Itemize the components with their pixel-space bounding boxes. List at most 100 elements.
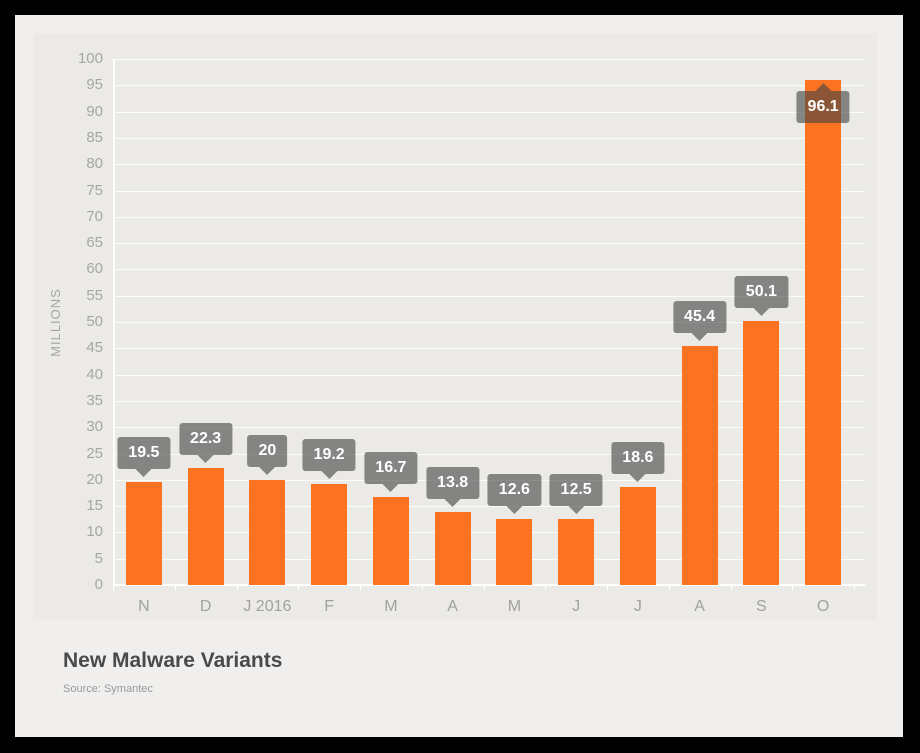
- data-label-A: 45.4: [673, 301, 727, 342]
- x-axis-tick-0: [113, 585, 114, 591]
- bar-S[interactable]: [743, 321, 780, 585]
- data-label-A: 13.8: [426, 467, 480, 508]
- y-axis-label-15: 15: [86, 497, 103, 515]
- gridline-85: [113, 137, 865, 139]
- y-axis-label-35: 35: [86, 391, 103, 409]
- y-axis-label-80: 80: [86, 155, 103, 173]
- x-axis-label-8: J: [633, 598, 642, 615]
- y-axis-label-60: 60: [86, 260, 103, 278]
- y-axis-label-85: 85: [86, 128, 103, 146]
- y-axis-label-90: 90: [86, 102, 103, 120]
- data-label-F: 19.2: [302, 439, 356, 480]
- data-label-pointer: [506, 505, 523, 514]
- x-axis-tick-2: [236, 585, 238, 591]
- x-axis-tick-11: [792, 585, 794, 591]
- gridline-40: [113, 374, 865, 376]
- data-label-pointer: [135, 469, 152, 478]
- x-axis-label-10: S: [756, 598, 767, 615]
- bar-F[interactable]: [311, 484, 348, 585]
- bar-M[interactable]: [496, 518, 533, 585]
- chart-card: MILLIONS 0 5 10 15 20 25 30 35 40 45 50 55 60 65 70 75 8…: [15, 15, 903, 737]
- y-axis-label-25: 25: [86, 444, 103, 462]
- bar-M[interactable]: [372, 497, 409, 585]
- y-axis-label-100: 100: [77, 50, 103, 67]
- data-label-J 2016: 20: [247, 434, 288, 475]
- gridline-55: [113, 295, 865, 297]
- x-axis-tick-12: [854, 585, 855, 591]
- bar-J[interactable]: [558, 519, 595, 585]
- gridline-15: [113, 506, 865, 508]
- data-label-pointer: [691, 333, 708, 342]
- x-axis-label-9: A: [694, 598, 705, 615]
- gridline-30: [113, 427, 865, 429]
- gridline-5: [113, 558, 865, 560]
- y-axis-label-10: 10: [86, 523, 103, 541]
- chart-title: New Malware Variants: [63, 649, 283, 672]
- x-axis-tick-10: [730, 585, 732, 591]
- gridline-70: [113, 216, 865, 218]
- bar-A[interactable]: [434, 512, 471, 585]
- y-axis-label-75: 75: [86, 181, 103, 199]
- x-axis-tick-3: [298, 585, 300, 591]
- y-axis-label-50: 50: [86, 313, 103, 330]
- x-axis-tick-8: [607, 585, 608, 591]
- data-label-pointer: [629, 474, 646, 483]
- x-axis-label-4: M: [384, 598, 398, 615]
- data-label-pointer: [568, 506, 585, 515]
- x-axis-label-1: D: [199, 598, 212, 615]
- y-axis-label-5: 5: [94, 549, 103, 567]
- x-axis-label-0: N: [138, 598, 150, 615]
- gridline-65: [113, 243, 865, 245]
- x-axis-label-7: J: [572, 598, 581, 615]
- data-label-S: 50.1: [734, 276, 788, 317]
- bar-O[interactable]: [805, 79, 842, 585]
- x-axis-label-6: M: [507, 598, 522, 615]
- y-axis-label-55: 55: [86, 286, 103, 304]
- gridline-90: [113, 111, 865, 113]
- x-axis-label-11: O: [816, 598, 830, 615]
- data-label-pointer: [259, 466, 276, 475]
- gridline-60: [113, 269, 865, 271]
- y-axis-label-95: 95: [86, 76, 103, 94]
- x-axis-label-2: J 2016: [243, 598, 292, 615]
- x-axis-tick-4: [360, 585, 361, 591]
- gridline-50: [113, 322, 865, 323]
- gridline-75: [113, 190, 865, 192]
- gridline-35: [113, 400, 865, 402]
- y-axis-line: [113, 59, 115, 585]
- y-axis-label-45: 45: [86, 339, 103, 357]
- x-axis-tick-1: [174, 585, 176, 591]
- x-axis-line: [113, 584, 865, 586]
- data-label-J: 12.5: [549, 474, 603, 515]
- x-axis-tick-6: [483, 585, 485, 591]
- data-label-pointer: [444, 499, 461, 508]
- bar-J[interactable]: [619, 487, 656, 585]
- data-label-M: 12.6: [487, 473, 541, 514]
- bar-A[interactable]: [681, 346, 718, 585]
- y-axis-label-20: 20: [86, 470, 103, 488]
- x-axis-tick-7: [545, 585, 547, 591]
- data-label-pointer: [815, 82, 832, 91]
- bar-N[interactable]: [125, 482, 162, 585]
- data-label-pointer: [321, 471, 338, 480]
- x-axis-tick-5: [421, 585, 423, 591]
- y-axis-label-40: 40: [86, 365, 103, 383]
- y-axis-label-70: 70: [86, 207, 103, 225]
- x-axis-tick-9: [668, 585, 670, 591]
- data-label-pointer: [197, 454, 214, 463]
- bar-J 2016[interactable]: [249, 479, 286, 585]
- data-label-D: 22.3: [179, 422, 233, 463]
- x-axis-label-3: F: [324, 598, 335, 615]
- y-axis-label-0: 0: [94, 576, 103, 593]
- plot-area: 0 5 10 15 20 25 30 35 40 45 50 55 60 65 70 75 80 85 90 95 10…: [78, 51, 865, 615]
- data-label-pointer: [753, 308, 770, 317]
- gridline-100: [113, 59, 865, 60]
- chart-source: Source: Symantec: [63, 683, 153, 695]
- data-label-O: 96.1: [796, 82, 850, 123]
- bar-D[interactable]: [187, 467, 224, 585]
- gridline-45: [113, 348, 865, 350]
- gridline-10: [113, 532, 865, 534]
- gridline-80: [113, 164, 865, 166]
- y-axis-label-65: 65: [86, 234, 103, 252]
- gridline-25: [113, 453, 865, 455]
